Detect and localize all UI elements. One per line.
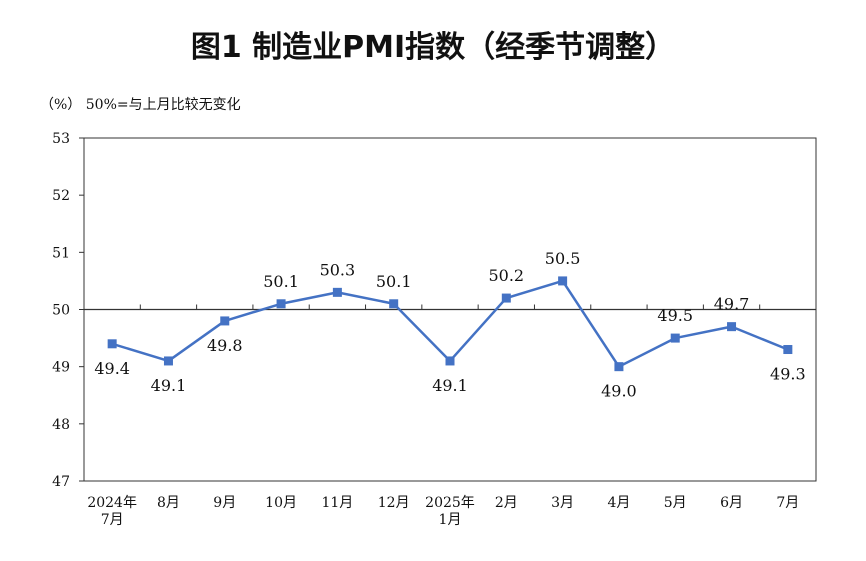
x-tick-label: 5月 xyxy=(664,495,687,511)
data-point xyxy=(501,293,511,303)
data-label: 49.5 xyxy=(657,306,693,325)
data-point xyxy=(220,316,230,326)
data-label: 50.1 xyxy=(376,272,412,291)
unit-note: （%） 50%=与上月比较无变化 xyxy=(40,97,241,113)
data-label: 49.4 xyxy=(94,359,130,378)
data-label: 49.8 xyxy=(207,336,243,355)
data-point xyxy=(107,339,117,349)
data-label: 50.5 xyxy=(545,249,581,268)
x-tick-label: 1月 xyxy=(439,512,462,528)
data-label: 49.0 xyxy=(601,382,637,401)
x-tick-label: 2024年 xyxy=(87,495,137,511)
data-point xyxy=(445,356,455,366)
data-label: 50.2 xyxy=(488,266,524,285)
y-tick-label: 49 xyxy=(52,360,70,376)
data-point xyxy=(727,322,737,332)
x-tick-label: 8月 xyxy=(157,495,180,511)
data-label: 49.7 xyxy=(714,295,750,314)
x-tick-label: 4月 xyxy=(607,495,630,511)
y-tick-label: 53 xyxy=(52,131,70,147)
x-tick-label: 2025年 xyxy=(425,495,475,511)
data-label: 49.1 xyxy=(151,376,187,395)
data-point xyxy=(163,356,173,366)
chart-title: 图1 制造业PMI指数（经季节调整） xyxy=(190,30,676,65)
data-point xyxy=(614,362,624,372)
data-point xyxy=(276,299,286,309)
data-point xyxy=(332,287,342,297)
y-tick-label: 52 xyxy=(52,188,70,204)
x-tick-label: 10月 xyxy=(265,495,297,511)
data-label: 49.1 xyxy=(432,376,468,395)
data-label: 49.3 xyxy=(770,365,806,384)
data-point xyxy=(670,333,680,343)
x-tick-label: 7月 xyxy=(776,495,799,511)
data-point xyxy=(783,345,793,355)
y-tick-label: 47 xyxy=(52,474,70,490)
x-tick-label: 7月 xyxy=(101,512,124,528)
x-tick-label: 3月 xyxy=(551,495,574,511)
y-tick-label: 48 xyxy=(52,417,70,433)
data-point xyxy=(558,276,568,286)
x-tick-label: 6月 xyxy=(720,495,743,511)
y-tick-label: 51 xyxy=(52,245,70,261)
data-label: 50.1 xyxy=(263,272,299,291)
data-point xyxy=(389,299,399,309)
x-tick-label: 12月 xyxy=(378,495,410,511)
x-tick-label: 11月 xyxy=(321,495,353,511)
x-tick-label: 9月 xyxy=(213,495,236,511)
x-tick-label: 2月 xyxy=(495,495,518,511)
data-label: 50.3 xyxy=(320,260,356,279)
y-tick-label: 50 xyxy=(52,303,70,319)
